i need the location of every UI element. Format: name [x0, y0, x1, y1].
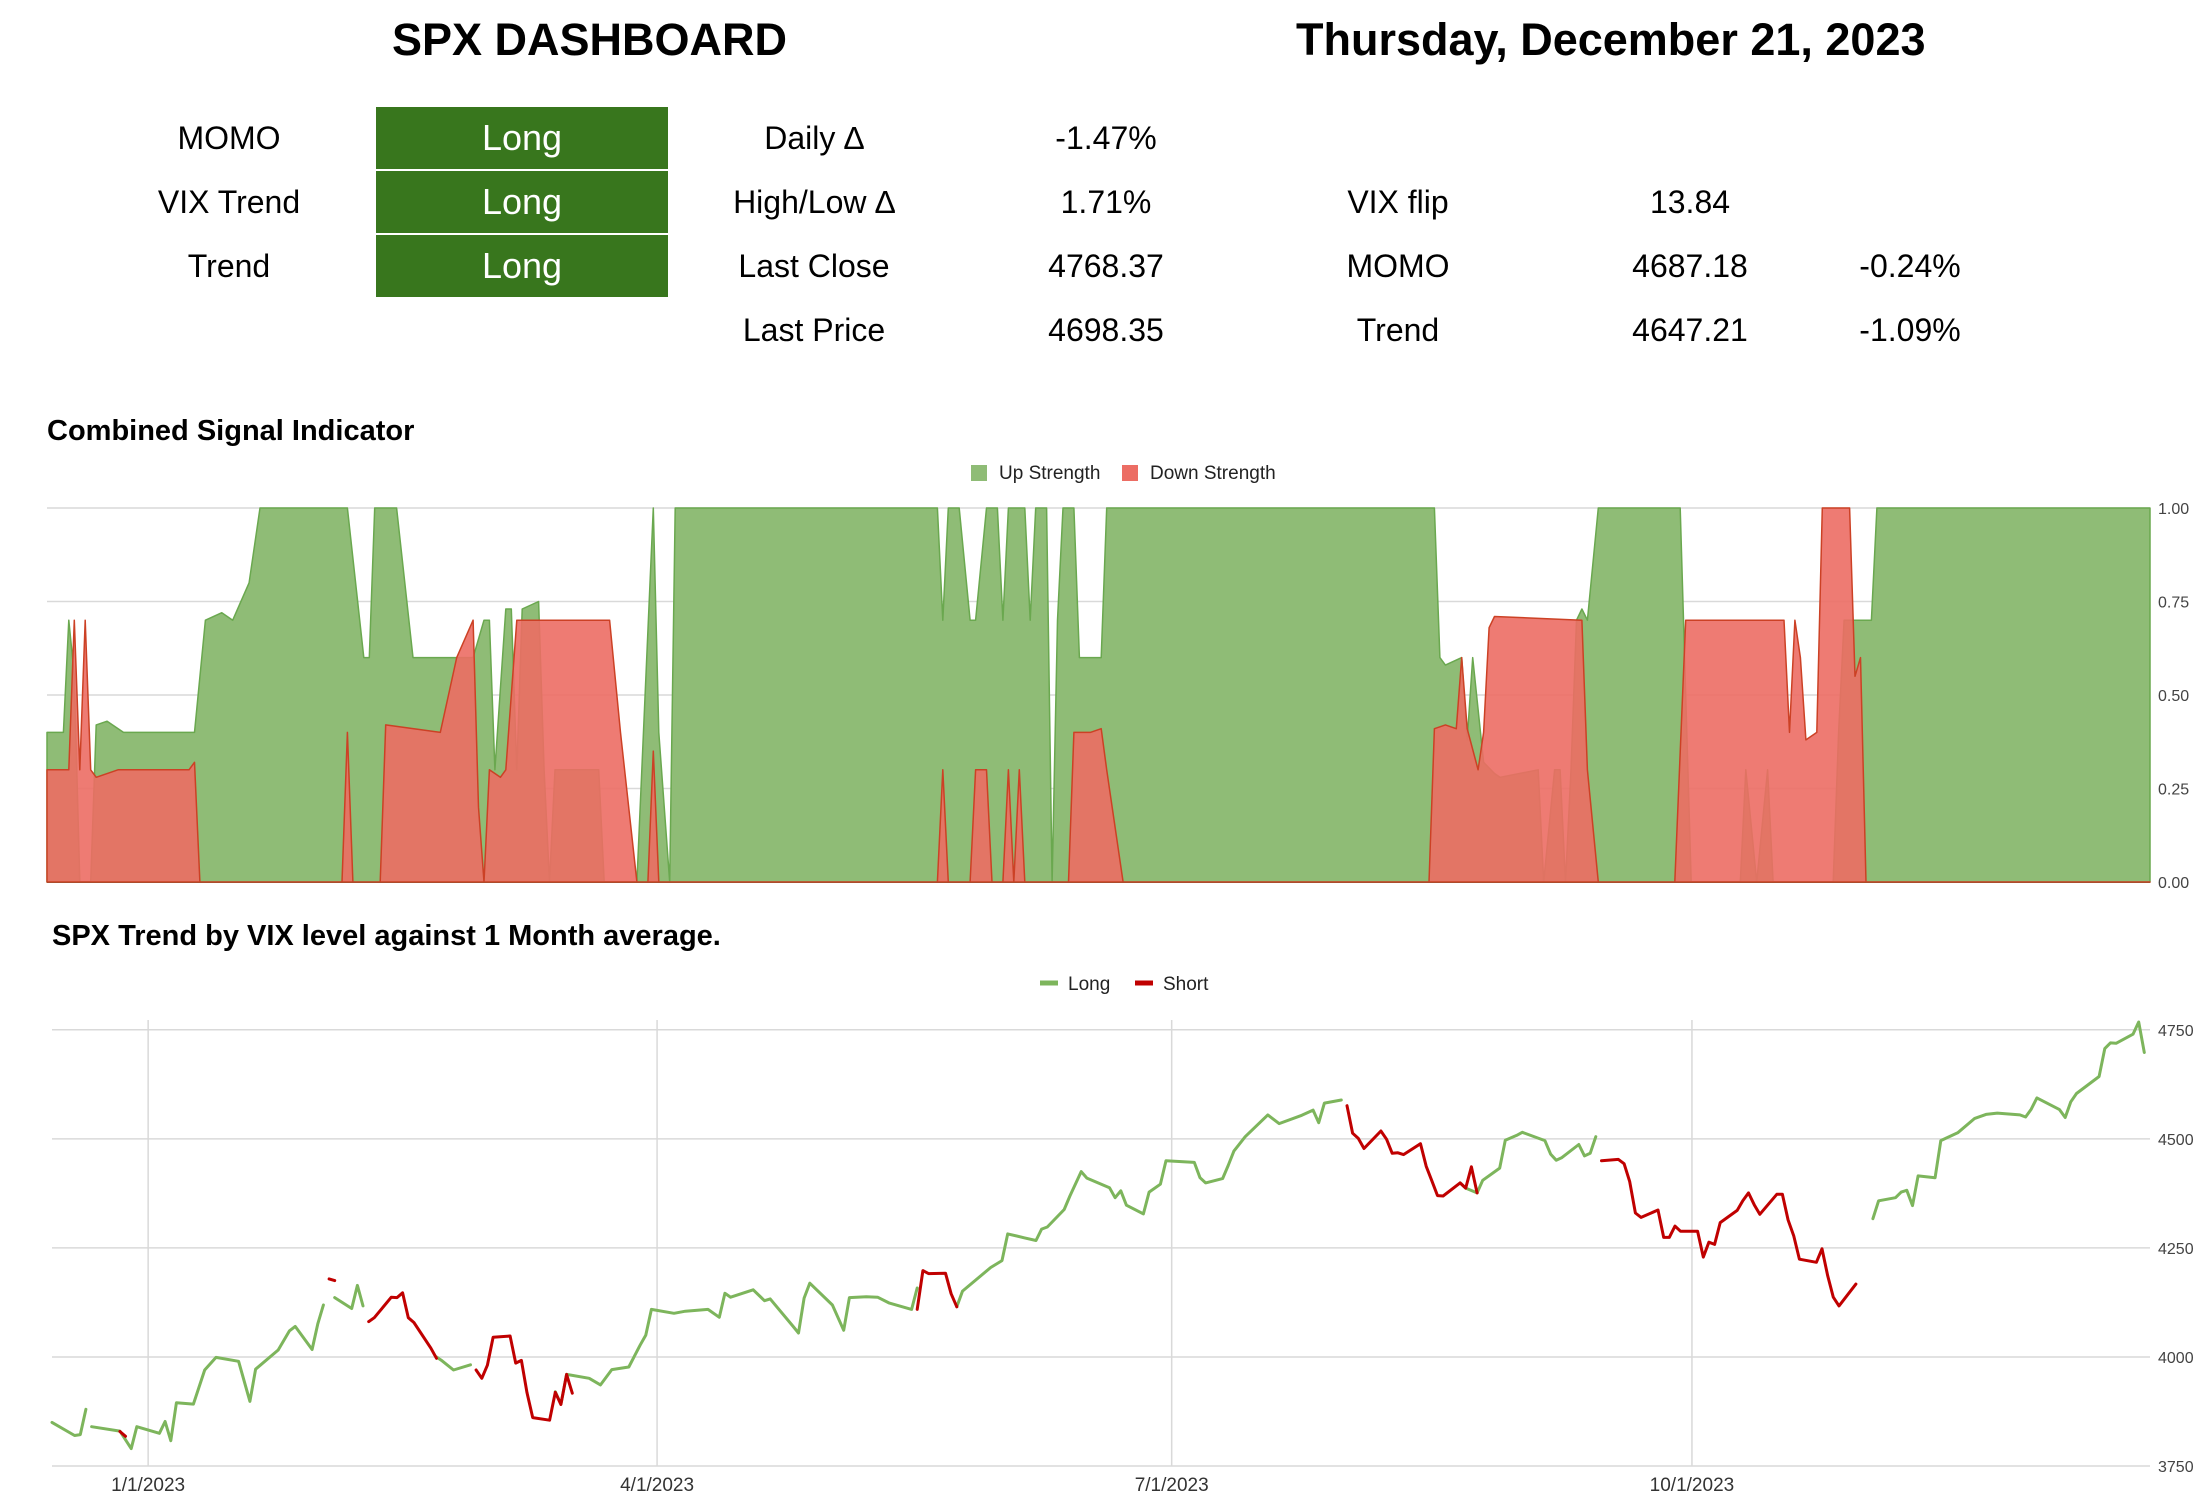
- signal-y-tick: 0.50: [2158, 688, 2189, 705]
- signal-label-trend: Trend: [187, 248, 271, 284]
- short-line-segment: [118, 1430, 127, 1438]
- stat-pct-momo: -0.24%: [1859, 248, 1961, 284]
- legend-label-short: Short: [1163, 974, 1209, 995]
- signal-value-vix-trend: Long: [376, 171, 668, 233]
- dashboard-title: SPX DASHBOARD: [392, 14, 788, 65]
- signal-chart-title: Combined Signal Indicator: [47, 415, 415, 447]
- trend-gridlines: [52, 1020, 2150, 1467]
- stat-label-momo: MOMO: [1346, 248, 1450, 284]
- signal-legend: Up Strength Down Strength: [971, 463, 1276, 484]
- long-line-segment: [553, 1281, 919, 1406]
- long-line-segment: [50, 1407, 88, 1437]
- short-line-segment: [474, 1334, 574, 1422]
- legend-label-down: Down Strength: [1150, 463, 1276, 484]
- short-line-segment: [1345, 1104, 1479, 1198]
- signal-y-tick: 1.00: [2158, 501, 2189, 518]
- signal-areas: [46, 507, 2151, 883]
- signal-y-tick: 0.75: [2158, 595, 2189, 612]
- legend-swatch-down: [1122, 465, 1138, 481]
- short-line-segment: [327, 1277, 337, 1283]
- legend-label-long: Long: [1068, 974, 1110, 995]
- signal-value-momo: Long: [376, 107, 668, 169]
- stat-label-daily-delta: Daily ∆: [764, 120, 864, 156]
- stat-pct-trend: -1.09%: [1859, 312, 1961, 348]
- stat-value-daily-delta: -1.47%: [1055, 120, 1157, 156]
- short-line-segment: [367, 1291, 438, 1360]
- long-line-segment: [955, 1098, 1343, 1309]
- trend-y-tick: 4750: [2158, 1023, 2194, 1040]
- combined-signal-chart: Up Strength Down Strength 0.000.250.500.…: [46, 463, 2189, 892]
- signal-value-trend: Long: [376, 235, 668, 297]
- trend-y-tick: 4500: [2158, 1132, 2194, 1149]
- stat-label-last-close: Last Close: [738, 248, 890, 284]
- signal-label-vix-trend: VIX Trend: [157, 184, 301, 220]
- stat-value-last-price: 4698.35: [1048, 312, 1164, 348]
- down-strength-area: [46, 507, 2151, 883]
- legend-label-up: Up Strength: [999, 463, 1100, 484]
- signal-y-tick: 0.25: [2158, 782, 2189, 799]
- trend-lines: [50, 1020, 2146, 1451]
- stat-label-vix-flip: VIX flip: [1347, 184, 1449, 220]
- trend-x-tick: 1/1/2023: [111, 1475, 185, 1496]
- stat-label-last-price: Last Price: [742, 312, 886, 348]
- trend-y-tick: 3750: [2158, 1459, 2194, 1476]
- stat-value-momo: 4687.18: [1632, 248, 1748, 284]
- stat-label-trend: Trend: [1356, 312, 1440, 348]
- stat-label-high-low-delta: High/Low ∆: [733, 184, 895, 220]
- trend-x-tick: 10/1/2023: [1650, 1475, 1735, 1496]
- dashboard-date: Thursday, December 21, 2023: [1296, 14, 1926, 65]
- stat-value-high-low-delta: 1.71%: [1060, 184, 1152, 220]
- spx-trend-chart: Long Short 3750 4000 4250 4500 4750 1/1/2023 4…: [50, 974, 2194, 1496]
- short-line-segment: [915, 1269, 959, 1311]
- long-line-segment: [1871, 1020, 2146, 1221]
- stat-value-last-close: 4768.37: [1048, 248, 1164, 284]
- long-line-segment: [333, 1283, 365, 1310]
- trend-chart-title: SPX Trend by VIX level against 1 Month a…: [52, 920, 721, 952]
- stat-value-trend: 4647.21: [1632, 312, 1748, 348]
- trend-x-tick: 7/1/2023: [1135, 1475, 1209, 1496]
- legend-swatch-up: [971, 465, 987, 481]
- signal-label-momo: MOMO: [177, 120, 281, 156]
- stat-value-vix-flip: 13.84: [1649, 184, 1731, 220]
- long-line-segment: [90, 1303, 325, 1451]
- trend-y-tick: 4250: [2158, 1241, 2194, 1258]
- long-line-segment: [1458, 1130, 1598, 1195]
- short-line-segment: [1600, 1157, 1858, 1308]
- signal-y-tick: 0.00: [2158, 875, 2189, 892]
- signal-y-ticks: 0.00 0.25 0.50 0.75 1.00: [2158, 501, 2189, 892]
- long-line-segment: [435, 1355, 472, 1372]
- trend-legend: Long Short: [1040, 974, 1209, 995]
- trend-y-tick: 4000: [2158, 1350, 2194, 1367]
- trend-axis-ticks: 3750 4000 4250 4500 4750 1/1/2023 4/1/2023 7/1/…: [111, 1023, 2194, 1496]
- trend-x-tick: 4/1/2023: [620, 1475, 694, 1496]
